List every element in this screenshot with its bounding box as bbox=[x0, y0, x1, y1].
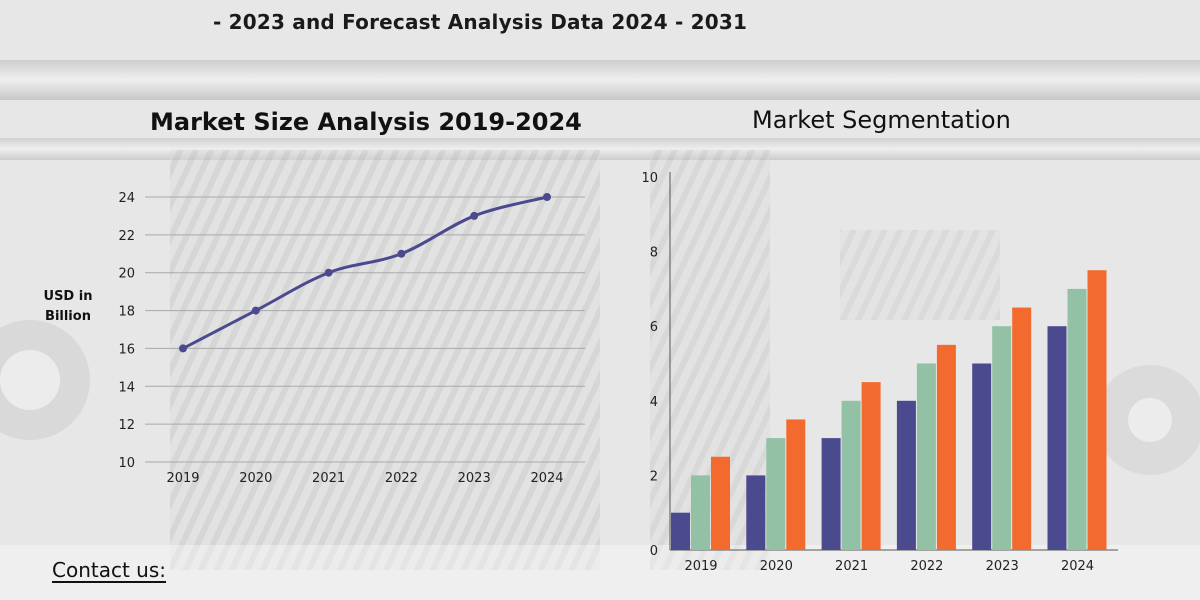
line-ytick-label: 14 bbox=[118, 380, 135, 395]
market-size-point bbox=[251, 306, 260, 315]
line-ytick-label: 24 bbox=[118, 191, 135, 206]
line-xtick-label: 2019 bbox=[166, 471, 199, 486]
segment-bar bbox=[936, 344, 956, 550]
segment-bar bbox=[916, 363, 936, 550]
market-size-point bbox=[543, 193, 551, 201]
bar-xtick-label: 2023 bbox=[986, 559, 1019, 574]
segment-bar bbox=[691, 475, 710, 550]
bar-ytick-label: 8 bbox=[650, 246, 658, 261]
segment-bar bbox=[821, 438, 841, 550]
ylabel-line-1: USD in bbox=[43, 289, 93, 304]
bar-xtick-label: 2019 bbox=[684, 559, 717, 574]
line-xtick-label: 2021 bbox=[312, 471, 345, 486]
bar-ytick-label: 6 bbox=[650, 320, 658, 335]
ylabel-line-2: Billion bbox=[45, 309, 91, 324]
line-xtick-label: 2022 bbox=[385, 471, 418, 486]
bar-ytick-label: 2 bbox=[650, 469, 658, 484]
line-ytick-label: 10 bbox=[118, 456, 135, 471]
line-chart-ylabel: USD in Billion bbox=[36, 287, 100, 327]
segment-bar bbox=[1012, 307, 1032, 550]
bar-ytick-label: 10 bbox=[641, 171, 658, 186]
segment-bar bbox=[992, 326, 1012, 550]
line-xtick-label: 2023 bbox=[458, 471, 491, 486]
segment-bar bbox=[841, 400, 861, 550]
segment-bar bbox=[766, 438, 786, 550]
bar-chart-title: Market Segmentation bbox=[752, 106, 1011, 134]
segment-bar bbox=[1047, 326, 1067, 550]
line-ytick-label: 12 bbox=[118, 418, 135, 433]
line-ytick-label: 18 bbox=[118, 305, 135, 320]
bar-xtick-label: 2021 bbox=[835, 559, 868, 574]
market-size-point bbox=[397, 249, 406, 258]
line-ytick-label: 16 bbox=[118, 342, 135, 357]
contact-us-link[interactable]: Contact us: bbox=[52, 558, 167, 582]
segment-bar bbox=[711, 456, 730, 550]
segment-bar bbox=[786, 419, 806, 550]
line-ytick-label: 20 bbox=[118, 267, 135, 282]
bar-xtick-label: 2020 bbox=[760, 559, 793, 574]
segment-bar bbox=[972, 363, 992, 550]
segment-bar bbox=[746, 475, 766, 550]
bar-xtick-label: 2022 bbox=[910, 559, 943, 574]
segment-bar bbox=[861, 382, 881, 550]
market-size-point bbox=[324, 268, 333, 277]
line-ytick-label: 22 bbox=[118, 229, 135, 244]
segment-bar bbox=[896, 400, 916, 550]
bar-ytick-label: 4 bbox=[650, 395, 658, 410]
segment-bar bbox=[1067, 288, 1087, 550]
market-size-point bbox=[470, 211, 479, 220]
line-xtick-label: 2024 bbox=[530, 471, 563, 486]
segment-bar bbox=[1087, 270, 1107, 550]
bar-xtick-label: 2024 bbox=[1061, 559, 1094, 574]
bar-ytick-label: 0 bbox=[650, 544, 658, 559]
segment-bar bbox=[671, 512, 690, 550]
line-xtick-label: 2020 bbox=[239, 471, 272, 486]
market-size-point bbox=[179, 344, 187, 353]
report-headline: - 2023 and Forecast Analysis Data 2024 -… bbox=[213, 10, 748, 34]
line-chart-title: Market Size Analysis 2019-2024 bbox=[150, 108, 582, 136]
